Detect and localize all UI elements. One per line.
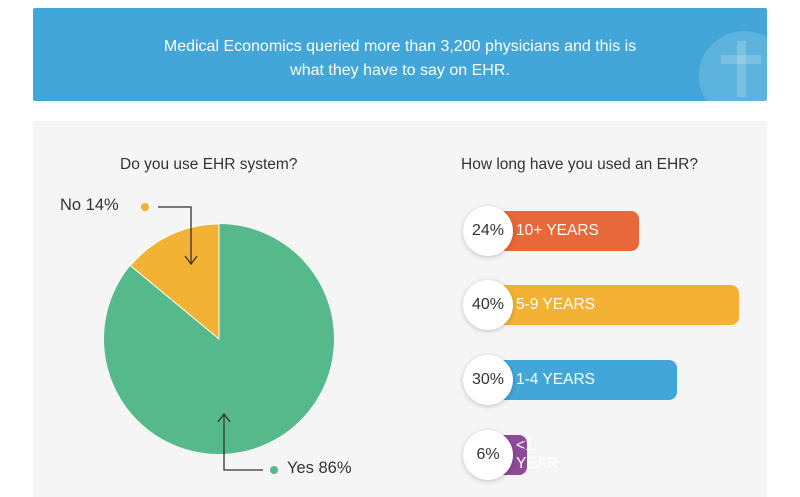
bar-percent-badge: 6% xyxy=(463,430,513,480)
no-arrowhead xyxy=(184,255,198,266)
bar-percent-badge: 24% xyxy=(463,206,513,256)
bar-2: 5-9 YEARS xyxy=(490,285,739,325)
yes-legend-dot xyxy=(270,466,278,474)
bar-label: 5-9 YEARS xyxy=(516,296,595,313)
bar-percent-badge: 30% xyxy=(463,355,513,405)
bar-1: 10+ YEARS xyxy=(490,211,639,251)
no-leader-line xyxy=(158,206,192,263)
yes-arrowhead xyxy=(217,412,231,423)
header-banner: Medical Economics queried more than 3,20… xyxy=(33,8,767,101)
bar-label: <1 YEAR xyxy=(516,437,559,472)
banner-line-2: what they have to say on EHR. xyxy=(290,62,510,79)
bar-chart-title: How long have you used an EHR? xyxy=(461,156,698,173)
banner-line-1: Medical Economics queried more than 3,20… xyxy=(163,38,637,55)
bar-label: 1-4 YEARS xyxy=(516,371,595,388)
bar-label: 10+ YEARS xyxy=(516,222,599,239)
no-legend-dot xyxy=(141,203,149,211)
banner-text: Medical Economics queried more than 3,20… xyxy=(33,35,767,83)
pie-label-yes: Yes 86% xyxy=(287,459,352,477)
pie-chart-title: Do you use EHR system? xyxy=(120,156,298,173)
bar-3: 1-4 YEARS xyxy=(490,360,677,400)
pie-label-no: No 14% xyxy=(60,196,119,214)
bar-percent-badge: 40% xyxy=(463,280,513,330)
pie-slice-no xyxy=(129,223,220,341)
yes-leader-line xyxy=(223,414,263,471)
cross-decoration-icon xyxy=(699,31,767,101)
